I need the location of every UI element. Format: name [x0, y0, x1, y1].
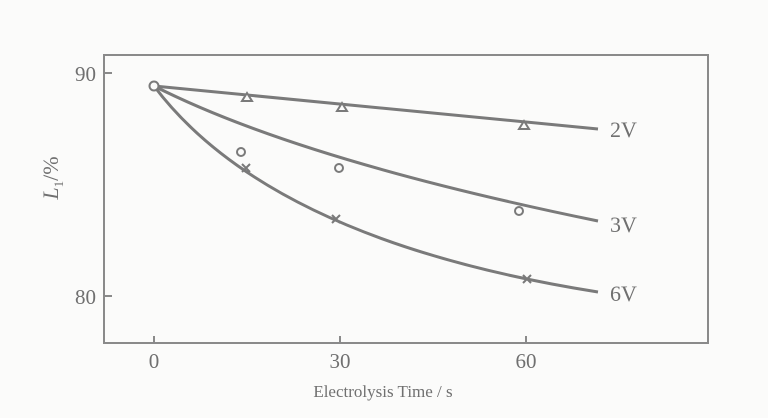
marker-3v-60: [514, 206, 524, 216]
x-tick-label-60: 60: [516, 349, 537, 373]
marker-2v-30: [335, 101, 349, 112]
series-3v-line: [153, 84, 599, 223]
x-axis-title: Electrolysis Time / s: [313, 382, 452, 401]
plot-frame: [103, 54, 709, 344]
marker-3v-30: [334, 163, 344, 173]
marker-start: [148, 80, 160, 92]
y-tick-label-90: 90: [75, 62, 96, 86]
series-2v-line: [153, 84, 599, 131]
series-label-3v: 3V: [610, 212, 637, 237]
svg-text:L1/%: L1/%: [38, 156, 66, 200]
y-tick-label-80: 80: [75, 285, 96, 309]
marker-2v-15: [240, 91, 254, 102]
series-label-6v: 6V: [610, 281, 637, 306]
x-tick-label-30: 30: [330, 349, 351, 373]
marker-6v-15: [241, 163, 251, 173]
y-axis-title: L1/%: [38, 156, 66, 200]
x-tick-label-0: 0: [149, 349, 160, 373]
marker-2v-60: [517, 119, 531, 130]
marker-6v-30: [331, 214, 341, 224]
marker-3v-15: [236, 147, 246, 157]
marker-6v-60: [522, 274, 532, 284]
series-label-2v: 2V: [610, 117, 637, 142]
series-6v-line: [152, 85, 599, 294]
